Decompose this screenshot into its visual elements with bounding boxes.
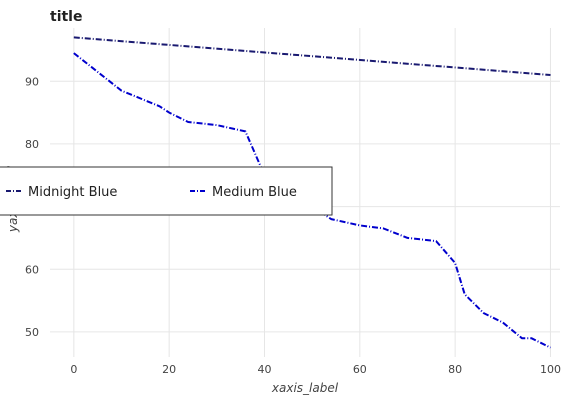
series-line-medium-blue xyxy=(73,52,551,349)
legend-label-midnight-blue: Midnight Blue xyxy=(28,185,117,200)
x-tick-label: 80 xyxy=(448,363,462,376)
x-axis-title: xaxis_label xyxy=(271,381,339,395)
x-tick-label: 100 xyxy=(540,363,561,376)
series-line-midnight-blue xyxy=(73,36,551,76)
legend-box xyxy=(0,166,333,216)
chart-title: title xyxy=(50,9,82,25)
legend-label-medium-blue: Medium Blue xyxy=(212,185,297,200)
tick-labels: 0204060801005060708090 xyxy=(25,75,561,376)
x-tick-label: 60 xyxy=(353,363,367,376)
y-tick-label: 80 xyxy=(25,138,39,151)
series-layer xyxy=(73,36,551,349)
y-tick-label: 90 xyxy=(25,75,39,88)
legend: Midnight Blue Medium Blue xyxy=(0,166,333,216)
x-tick-label: 40 xyxy=(257,363,271,376)
y-tick-label: 60 xyxy=(25,263,39,276)
y-tick-label: 50 xyxy=(25,326,39,339)
x-tick-label: 0 xyxy=(70,363,77,376)
x-tick-label: 20 xyxy=(162,363,176,376)
